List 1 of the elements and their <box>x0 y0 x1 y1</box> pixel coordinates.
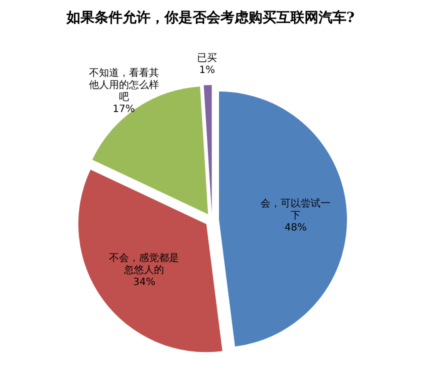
chart-title: 如果条件允许，你是否会考虑购买互联网汽车? <box>65 9 355 26</box>
